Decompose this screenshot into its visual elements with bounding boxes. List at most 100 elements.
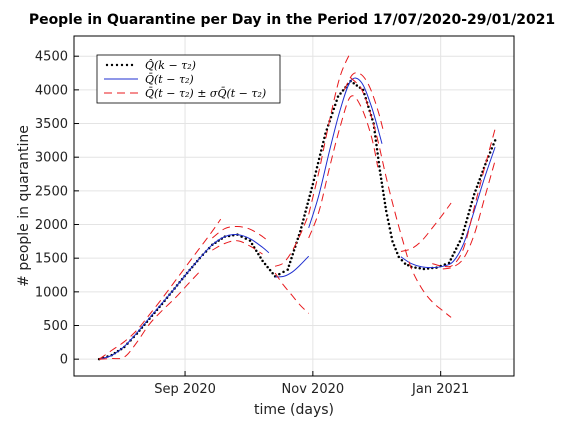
observed-point <box>301 222 304 225</box>
y-tick-label: 2000 <box>35 218 68 233</box>
observed-point <box>383 201 387 205</box>
observed-point <box>385 214 389 217</box>
observed-point <box>460 236 463 240</box>
y-axis-ticks: 0 500 1000 1500 2000 2500 3000 3500 4000 4500 <box>35 50 79 368</box>
observed-point <box>371 118 374 121</box>
observed-point <box>375 147 379 151</box>
series-band-line <box>98 218 222 360</box>
legend: Q̂(k − τ₂)Q̄(t − τ₂)Q̄(t − τ₂) ± σQ̄(t −… <box>96 54 281 104</box>
observed-point <box>469 204 473 208</box>
observed-point <box>305 206 308 209</box>
observed-point <box>490 147 494 150</box>
observed-point <box>244 237 248 240</box>
observed-point <box>389 231 392 234</box>
observed-point <box>467 212 470 216</box>
observed-point <box>268 268 272 272</box>
observed-point <box>321 144 324 148</box>
legend-swatch <box>130 63 134 67</box>
observed-point <box>386 218 390 221</box>
observed-point <box>322 140 325 144</box>
series-observed <box>97 79 497 361</box>
observed-point <box>309 190 313 194</box>
observed-point <box>300 226 303 229</box>
observed-point <box>374 135 377 138</box>
x-tick-label: Jan 2021 <box>411 382 469 397</box>
observed-point <box>325 128 329 131</box>
observed-point <box>307 198 310 202</box>
observed-point <box>375 143 378 147</box>
observed-point <box>303 214 306 217</box>
observed-point <box>376 152 379 155</box>
observed-point <box>400 258 404 262</box>
observed-point <box>261 259 264 263</box>
observed-point <box>414 266 417 269</box>
series-band-line <box>212 240 263 255</box>
series-band-line <box>442 160 496 270</box>
chart-title: People in Quarantine per Day in the Peri… <box>29 12 555 28</box>
x-tick-label: Nov 2020 <box>282 382 345 397</box>
observed-point <box>317 157 321 161</box>
observed-point <box>390 235 393 239</box>
legend-swatch <box>115 63 119 67</box>
legend-swatch <box>120 63 124 67</box>
observed-point <box>263 262 267 266</box>
observed-point <box>458 240 462 243</box>
observed-point <box>478 178 482 181</box>
legend-label: Q̂(k − τ₂) <box>145 59 196 72</box>
observed-point <box>339 92 342 95</box>
y-tick-label: 2500 <box>35 184 68 199</box>
observed-point <box>474 189 477 192</box>
observed-point <box>379 177 383 180</box>
observed-point <box>378 169 382 172</box>
observed-point <box>456 243 460 247</box>
observed-point <box>286 268 289 271</box>
observed-point <box>464 220 468 224</box>
observed-point <box>453 250 456 254</box>
observed-point <box>266 265 269 269</box>
observed-point <box>248 239 252 242</box>
observed-point <box>271 272 274 275</box>
observed-point <box>376 156 380 160</box>
observed-point <box>278 272 281 276</box>
observed-point <box>324 132 327 135</box>
legend-label: Q̄(t − τ₂) <box>145 73 194 86</box>
y-tick-label: 1000 <box>35 285 68 300</box>
observed-point <box>470 200 474 204</box>
observed-point <box>477 181 480 185</box>
observed-point <box>472 192 476 196</box>
observed-point <box>392 243 396 247</box>
legend-item: Q̄(t − τ₂) ± σQ̄(t − τ₂) <box>104 87 266 100</box>
series-band-line <box>211 225 270 243</box>
y-tick-label: 1500 <box>35 252 68 267</box>
y-tick-label: 4000 <box>35 83 68 98</box>
observed-point <box>314 170 318 173</box>
observed-point <box>466 216 469 220</box>
observed-point <box>306 202 309 206</box>
y-tick-label: 500 <box>43 319 68 334</box>
observed-point <box>394 247 397 251</box>
legend-item: Q̄(t − τ₂) <box>104 73 194 86</box>
observed-point <box>319 149 323 152</box>
x-tick-label: Sep 2020 <box>154 382 216 397</box>
observed-point <box>308 194 311 198</box>
observed-point <box>383 197 386 201</box>
legend-item: Q̂(k − τ₂) <box>105 59 196 72</box>
series-band-line <box>350 77 452 318</box>
observed-point <box>418 267 421 270</box>
observed-point <box>406 263 410 267</box>
observed-point <box>282 270 285 274</box>
y-tick-label: 0 <box>60 353 68 368</box>
observed-point <box>403 262 407 265</box>
observed-point <box>333 103 337 107</box>
observed-point <box>381 189 385 193</box>
observed-point <box>395 251 399 255</box>
y-tick-label: 3000 <box>35 151 68 166</box>
series-band-line <box>343 72 385 134</box>
observed-point <box>454 247 458 250</box>
series-fit-line <box>400 146 496 269</box>
observed-point <box>287 264 291 268</box>
observed-point <box>318 153 322 156</box>
x-axis-label: time (days) <box>254 402 334 418</box>
observed-point <box>384 209 388 213</box>
observed-point <box>488 151 492 154</box>
